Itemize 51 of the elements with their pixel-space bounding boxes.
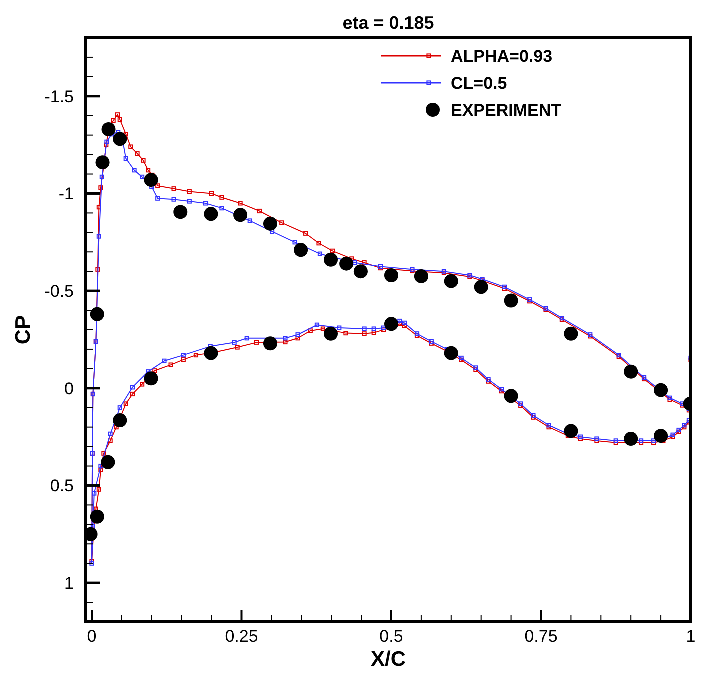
chart-title: eta = 0.185: [342, 13, 434, 33]
point: [90, 510, 104, 524]
point: [96, 156, 110, 170]
point: [113, 132, 128, 146]
point: [324, 326, 338, 341]
y-tick-label: -1.5: [44, 87, 74, 106]
point: [324, 252, 338, 267]
x-tick-label: 0.5: [380, 627, 404, 646]
point: [654, 383, 668, 398]
point: [174, 205, 188, 220]
point: [624, 364, 638, 379]
x-tick-label: 0.75: [524, 627, 558, 646]
y-tick-label: 1: [64, 574, 74, 594]
point: [414, 269, 428, 284]
point: [234, 208, 248, 222]
point: [144, 173, 158, 188]
point: [504, 294, 518, 308]
point: [474, 280, 488, 294]
point: [564, 326, 578, 341]
point: [384, 268, 398, 282]
point: [504, 389, 518, 404]
y-tick-label: 0: [64, 379, 74, 398]
point: [654, 429, 668, 444]
point: [340, 256, 354, 271]
y-axis-title: CP: [12, 315, 35, 345]
legend-label: CL=0.5: [451, 74, 508, 93]
point: [263, 216, 278, 231]
point: [624, 432, 638, 446]
point: [102, 122, 116, 136]
y-tick-label: -1: [58, 184, 74, 204]
point: [204, 207, 218, 222]
point: [444, 346, 458, 360]
point: [354, 264, 368, 279]
point: [144, 372, 158, 386]
point: [263, 336, 278, 351]
point: [101, 455, 116, 470]
x-axis-title: X/C: [370, 648, 406, 671]
x-tick-label: 0.25: [225, 627, 258, 646]
point: [294, 243, 308, 258]
legend-label: EXPERIMENT: [451, 101, 562, 120]
y-tick-label: 0.5: [50, 476, 74, 496]
x-tick-label: 1: [686, 627, 696, 646]
point: [444, 274, 458, 288]
point: [113, 414, 128, 428]
x-tick-label: 0: [87, 627, 97, 646]
legend-label: ALPHA=0.93: [451, 47, 553, 66]
point: [384, 317, 398, 332]
point: [90, 307, 104, 322]
point: [204, 346, 218, 360]
y-tick-label: -0.5: [44, 282, 74, 302]
point: [564, 424, 578, 438]
